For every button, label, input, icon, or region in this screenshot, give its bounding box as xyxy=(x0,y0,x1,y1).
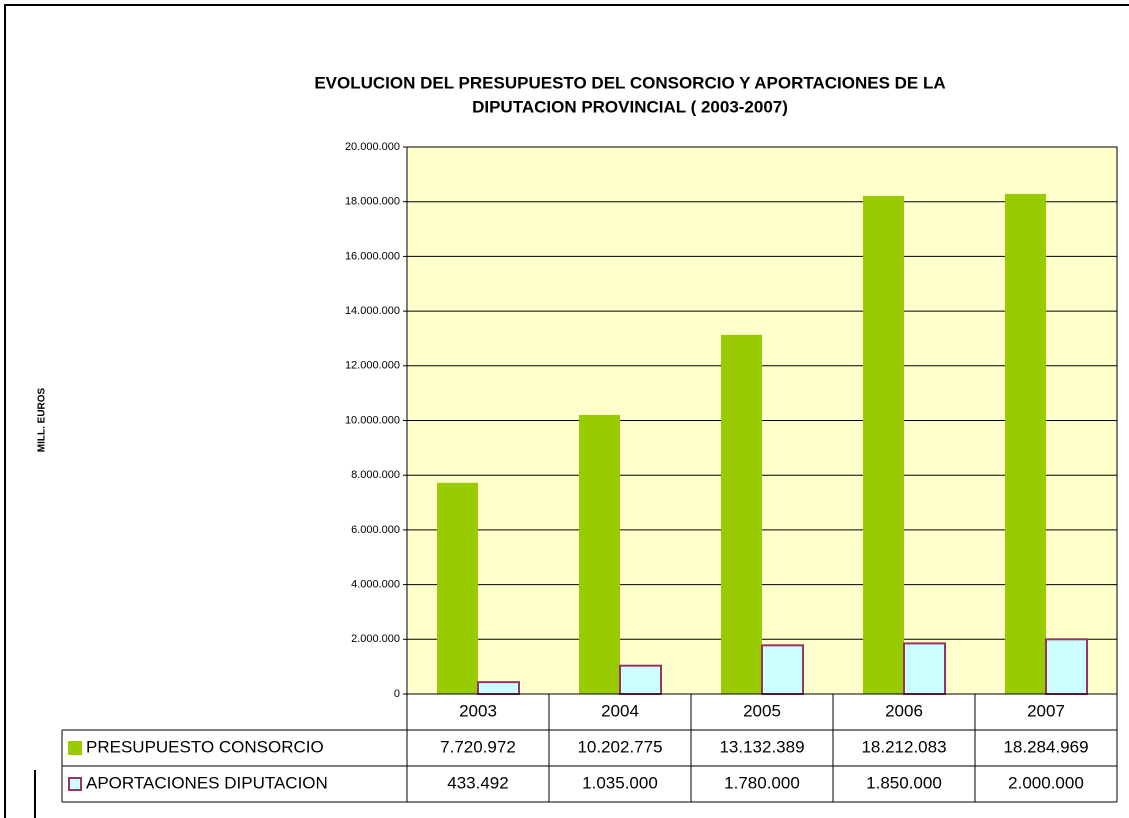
x-tick-label: 2006 xyxy=(885,701,923,720)
bar xyxy=(477,681,520,695)
data-label: 13.132.389 xyxy=(719,737,804,756)
y-tick-label: 12.000.000 xyxy=(345,360,400,372)
legend-key xyxy=(68,741,82,755)
data-label: 433.492 xyxy=(447,773,508,792)
bar xyxy=(721,334,762,694)
bar xyxy=(1005,193,1046,694)
x-tick-label: 2005 xyxy=(743,701,781,720)
bar xyxy=(1045,638,1088,695)
x-tick-label: 2004 xyxy=(601,701,639,720)
data-label: 1.780.000 xyxy=(724,773,800,792)
data-label: 1.035.000 xyxy=(582,773,658,792)
chart-title: DIPUTACION PROVINCIAL ( 2003-2007) xyxy=(472,97,788,116)
bar xyxy=(579,414,620,694)
x-tick-label: 2007 xyxy=(1027,701,1065,720)
data-label: 10.202.775 xyxy=(577,737,662,756)
y-tick-label: 18.000.000 xyxy=(345,196,400,208)
y-tick-label: 2.000.000 xyxy=(351,633,400,645)
y-axis-label: MILL. EUROS xyxy=(37,387,48,452)
y-tick-label: 4.000.000 xyxy=(351,579,400,591)
legend-key xyxy=(68,777,82,791)
data-label: 18.212.083 xyxy=(861,737,946,756)
y-tick-label: 10.000.000 xyxy=(345,414,400,426)
data-label: 1.850.000 xyxy=(866,773,942,792)
bar xyxy=(863,195,904,694)
y-tick-label: 20.000.000 xyxy=(345,141,400,153)
chart-title: EVOLUCION DEL PRESUPUESTO DEL CONSORCIO … xyxy=(314,73,945,92)
legend-label: APORTACIONES DIPUTACION xyxy=(86,773,328,792)
y-tick-label: 16.000.000 xyxy=(345,250,400,262)
legend-label: PRESUPUESTO CONSORCIO xyxy=(86,737,324,756)
y-tick-label: 6.000.000 xyxy=(351,524,400,536)
y-tick-label: 8.000.000 xyxy=(351,469,400,481)
bar xyxy=(761,644,804,696)
bar xyxy=(437,482,478,694)
frame xyxy=(4,4,1129,818)
bar xyxy=(903,642,946,696)
y-tick-label: 14.000.000 xyxy=(345,305,400,317)
data-label: 2.000.000 xyxy=(1008,773,1084,792)
x-tick-label: 2003 xyxy=(459,701,497,720)
data-label: 7.720.972 xyxy=(440,737,516,756)
bar xyxy=(619,664,662,695)
y-tick-label: 0 xyxy=(394,688,400,700)
data-label: 18.284.969 xyxy=(1003,737,1088,756)
